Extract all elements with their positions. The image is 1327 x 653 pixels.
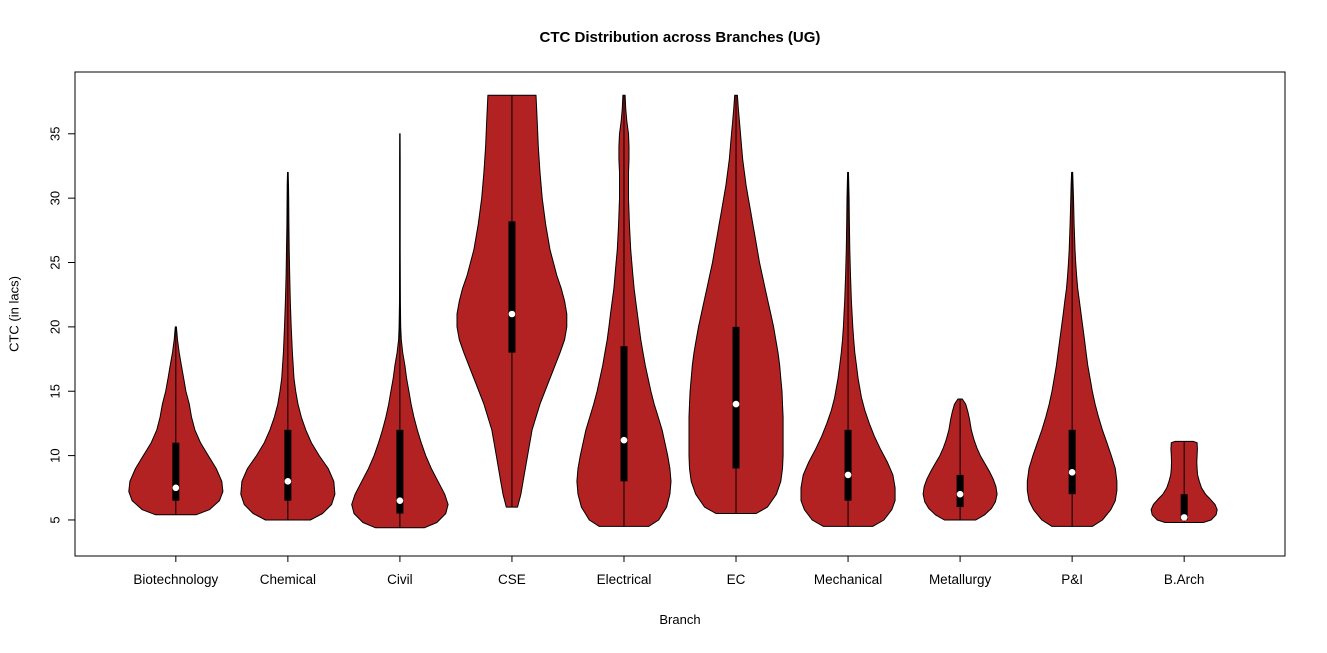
y-tick-label: 10	[47, 448, 62, 462]
median-dot	[396, 497, 404, 504]
median-dot	[732, 400, 740, 408]
median-dot	[956, 490, 964, 498]
iqr-box	[1180, 494, 1188, 520]
x-tick-label: P&I	[1061, 572, 1083, 587]
iqr-box	[732, 326, 740, 469]
y-axis-title: CTC (in lacs)	[6, 276, 22, 352]
y-tick-label: 20	[47, 320, 62, 334]
x-tick-label: EC	[727, 572, 746, 587]
y-tick-label: 35	[47, 127, 62, 141]
y-tick-label: 15	[47, 384, 62, 398]
y-tick-label: 5	[47, 516, 62, 523]
median-dot	[844, 471, 852, 479]
iqr-box	[508, 221, 516, 353]
iqr-box	[396, 429, 404, 514]
iqr-box	[284, 429, 292, 501]
iqr-box	[620, 346, 628, 482]
y-tick-label: 25	[47, 255, 62, 269]
x-tick-label: Electrical	[597, 572, 652, 587]
x-tick-label: B.Arch	[1164, 572, 1205, 587]
iqr-box	[844, 429, 852, 501]
median-dot	[620, 436, 628, 444]
median-dot	[508, 310, 516, 318]
x-tick-label: CSE	[498, 572, 526, 587]
x-tick-label: Mechanical	[814, 572, 882, 587]
median-dot	[284, 478, 292, 485]
x-tick-label: Metallurgy	[929, 572, 992, 587]
iqr-box	[1068, 429, 1076, 495]
chart-title: CTC Distribution across Branches (UG)	[539, 29, 821, 46]
y-tick-label: 30	[47, 191, 62, 205]
median-dot	[1068, 469, 1076, 476]
x-axis-title: Branch	[659, 612, 701, 627]
median-dot	[172, 484, 180, 492]
median-dot	[1180, 514, 1188, 521]
x-tick-label: Biotechnology	[133, 572, 218, 587]
iqr-box	[172, 442, 180, 501]
x-tick-label: Civil	[387, 572, 413, 587]
plot-border	[74, 71, 1286, 557]
x-tick-label: Chemical	[260, 572, 316, 587]
